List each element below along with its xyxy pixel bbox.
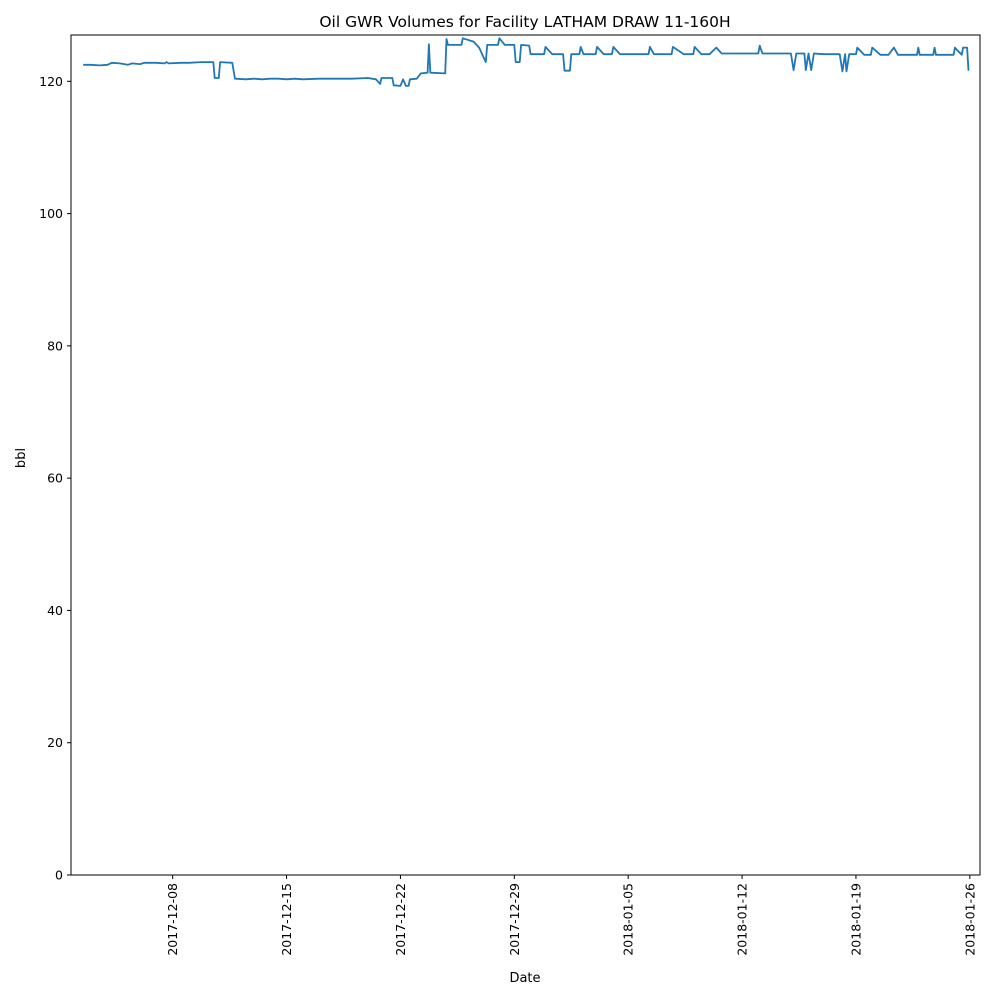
- y-tick-label: 0: [55, 868, 63, 883]
- y-tick-label: 80: [47, 338, 63, 353]
- chart-title: Oil GWR Volumes for Facility LATHAM DRAW…: [319, 13, 730, 31]
- x-axis-ticks: 2017-12-08 2017-12-15 2017-12-22 2017-12-29…: [165, 875, 977, 956]
- y-tick-label: 40: [47, 603, 63, 618]
- x-tick-label: 2018-01-26: [962, 883, 977, 956]
- y-tick-label: 100: [39, 206, 63, 221]
- x-tick-label: 2017-12-15: [279, 883, 294, 956]
- x-tick-label: 2018-01-12: [735, 883, 750, 956]
- x-tick-label: 2017-12-29: [507, 883, 522, 956]
- x-tick-label: 2017-12-22: [393, 883, 408, 956]
- x-axis-label: Date: [509, 971, 540, 986]
- y-axis-label: bbl: [14, 448, 29, 468]
- y-tick-label: 60: [47, 471, 63, 486]
- y-tick-label: 120: [39, 74, 63, 89]
- x-tick-label: 2018-01-19: [848, 883, 863, 956]
- y-tick-label: 20: [47, 735, 63, 750]
- y-axis-ticks: 0 20 40 60 80 100 120: [39, 74, 71, 883]
- x-tick-label: 2018-01-05: [621, 883, 636, 956]
- series-line: [83, 37, 970, 87]
- plot-frame: [70, 34, 981, 876]
- x-tick-label: 2017-12-08: [165, 883, 180, 956]
